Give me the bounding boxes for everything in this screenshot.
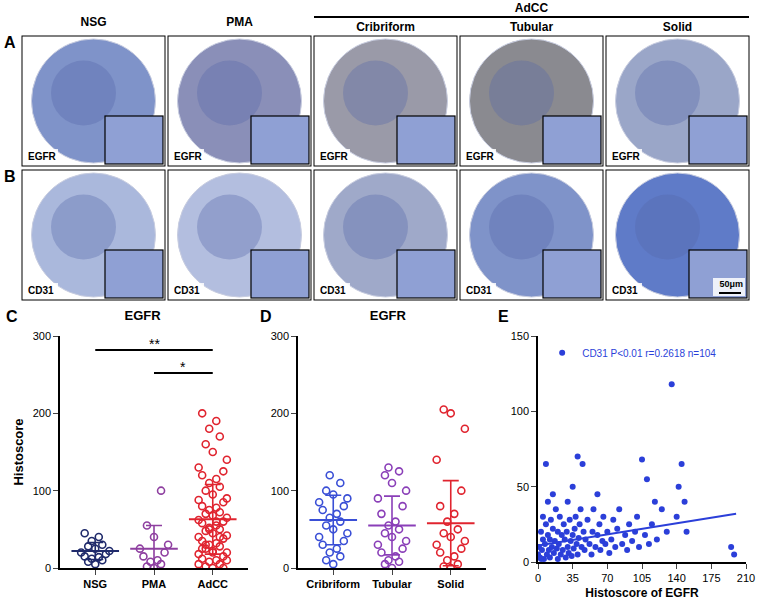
svg-text:Histoscore: Histoscore xyxy=(11,418,26,485)
svg-text:Histoscore of EGFR: Histoscore of EGFR xyxy=(585,586,699,600)
svg-text:Solid: Solid xyxy=(663,20,692,34)
svg-text:Solid: Solid xyxy=(437,578,464,590)
html-text:A: A xyxy=(4,34,16,51)
svg-text:35: 35 xyxy=(567,572,579,584)
svg-text:AdCC: AdCC xyxy=(515,1,549,15)
html-text:C: C xyxy=(6,308,18,325)
svg-text:140: 140 xyxy=(667,572,685,584)
svg-text:EGFR: EGFR xyxy=(28,151,57,162)
svg-text:300: 300 xyxy=(33,330,51,342)
svg-text:CD31: CD31 xyxy=(174,285,200,296)
svg-text:0: 0 xyxy=(535,572,541,584)
svg-text:*: * xyxy=(180,359,186,375)
svg-text:100: 100 xyxy=(511,405,529,417)
svg-text:0: 0 xyxy=(523,556,529,568)
html-text:E: E xyxy=(498,308,509,325)
svg-text:100: 100 xyxy=(33,485,51,497)
svg-text:200: 200 xyxy=(33,407,51,419)
svg-text:0: 0 xyxy=(45,562,51,574)
svg-text:200: 200 xyxy=(271,407,289,419)
svg-text:70: 70 xyxy=(601,572,613,584)
svg-text:Tubular: Tubular xyxy=(372,578,412,590)
svg-text:EGFR: EGFR xyxy=(174,151,203,162)
svg-text:Cribriform: Cribriform xyxy=(306,578,360,590)
svg-text:CD31: CD31 xyxy=(320,285,346,296)
svg-text:210: 210 xyxy=(737,572,755,584)
svg-text:AdCC: AdCC xyxy=(197,578,228,590)
svg-text:EGFR: EGFR xyxy=(466,151,495,162)
svg-text:**: ** xyxy=(149,336,160,352)
svg-text:175: 175 xyxy=(702,572,720,584)
svg-text:EGFR: EGFR xyxy=(612,151,641,162)
svg-text:150: 150 xyxy=(511,330,529,342)
svg-text:100: 100 xyxy=(271,485,289,497)
svg-text:EGFR: EGFR xyxy=(320,151,349,162)
svg-text:CD31: CD31 xyxy=(28,285,54,296)
html-text:B: B xyxy=(4,168,16,185)
svg-text:PMA: PMA xyxy=(226,15,253,29)
svg-text:EGFR: EGFR xyxy=(370,308,407,323)
svg-text:Tubular: Tubular xyxy=(510,20,553,34)
svg-text:50μm: 50μm xyxy=(719,279,743,289)
svg-text:EGFR: EGFR xyxy=(125,308,162,323)
svg-text:NSG: NSG xyxy=(83,578,107,590)
svg-text:50: 50 xyxy=(517,481,529,493)
svg-text:CD31: CD31 xyxy=(612,285,638,296)
svg-text:105: 105 xyxy=(633,572,651,584)
svg-text:300: 300 xyxy=(271,330,289,342)
svg-text:CD31: CD31 xyxy=(466,285,492,296)
svg-text:0: 0 xyxy=(283,562,289,574)
svg-text:CD31 P<0.01 r=0.2618 n=104: CD31 P<0.01 r=0.2618 n=104 xyxy=(582,348,716,359)
svg-text:NSG: NSG xyxy=(80,15,106,29)
svg-text:PMA: PMA xyxy=(142,578,167,590)
html-text:D: D xyxy=(260,308,272,325)
svg-text:Cribriform: Cribriform xyxy=(356,20,415,34)
